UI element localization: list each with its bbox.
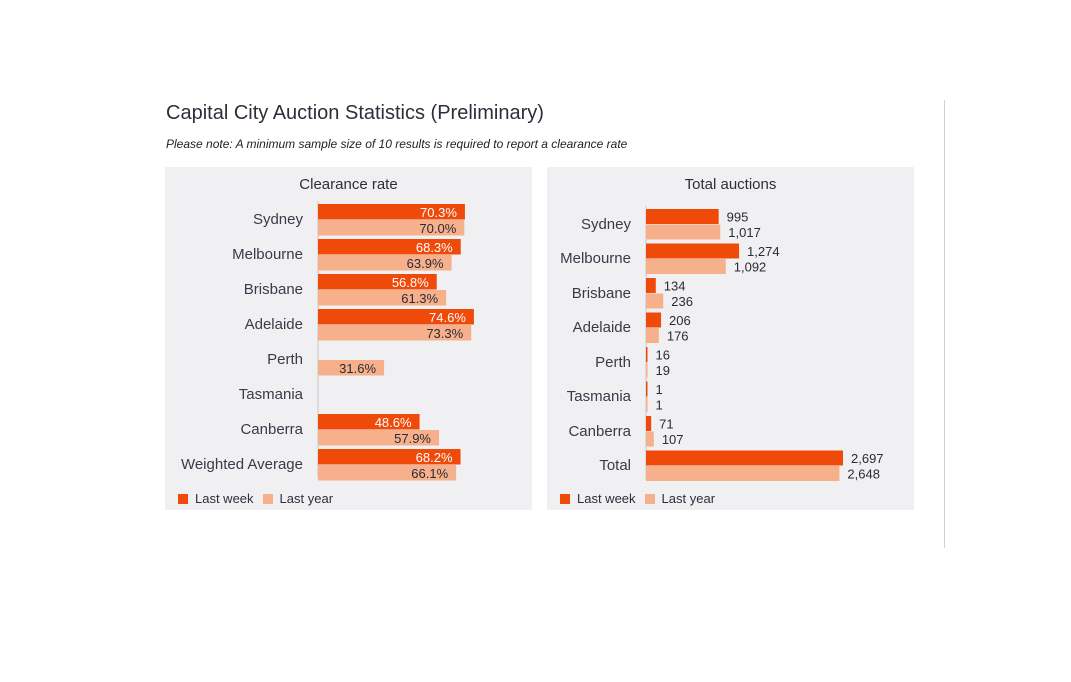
bar-last-week [318, 204, 465, 220]
category-label: Perth [595, 353, 631, 371]
bar-last-week [646, 243, 740, 259]
data-label: 57.9% [394, 431, 431, 446]
bar-last-year [318, 465, 457, 481]
category-label: Brisbane [571, 284, 631, 302]
legend-swatch-last-week [178, 493, 188, 504]
data-label: 48.6% [375, 415, 412, 430]
data-label: 61.3% [401, 291, 438, 306]
data-label: 1,274 [747, 244, 780, 259]
data-label: 63.9% [407, 256, 444, 271]
bar-last-week [646, 312, 662, 328]
chart-legend: Last week Last year [560, 491, 724, 506]
legend-label: Last week [577, 491, 636, 506]
legend-label: Last week [195, 491, 254, 506]
bar-last-year [646, 466, 840, 481]
legend-label: Last year [279, 491, 334, 506]
legend-swatch-last-year [262, 493, 273, 504]
data-label: 31.6% [339, 361, 376, 376]
bar-last-year [646, 293, 664, 309]
data-label: 107 [662, 432, 684, 447]
category-label: Brisbane [243, 281, 303, 298]
bar-last-year [318, 325, 472, 341]
bar-last-week [646, 347, 648, 362]
bar-last-week [646, 278, 656, 293]
category-label: Sydney [580, 215, 631, 233]
data-label: 1 [656, 382, 663, 397]
data-label: 1 [656, 398, 663, 413]
data-label: 995 [727, 210, 749, 225]
bar-last-year [318, 360, 385, 376]
data-label: 56.8% [392, 275, 429, 290]
chart-legend: Last week Last year [178, 491, 342, 506]
data-label: 68.2% [416, 450, 453, 465]
data-label: 73.3% [426, 326, 463, 341]
legend-swatch-last-year [644, 493, 655, 504]
clearance-rate-chart: Clearance rate 70.3% 70.0% 68.3% 63.9% 56.8%… [165, 167, 532, 510]
category-label: Canberra [568, 422, 631, 440]
bar-last-year [646, 362, 648, 378]
category-label: Melbourne [560, 250, 631, 267]
data-label: 206 [669, 313, 691, 328]
bar-last-week [646, 381, 648, 397]
legend-item-last-year: Last year [644, 491, 716, 506]
category-label: Total [599, 457, 631, 474]
legend-item-last-week: Last week [178, 491, 254, 506]
data-label: 176 [667, 329, 689, 344]
category-label: Perth [267, 351, 303, 368]
data-label: 70.0% [419, 221, 456, 236]
bar-last-year [646, 224, 721, 240]
data-label: 19 [656, 363, 670, 378]
bar-last-year [318, 220, 465, 236]
data-label: 70.3% [420, 205, 457, 220]
bar-last-year [318, 255, 452, 271]
legend-item-last-year: Last year [262, 491, 334, 506]
bar-last-week [318, 239, 461, 255]
bar-last-week [318, 274, 437, 290]
bar-last-year [646, 431, 654, 447]
data-label: 1,092 [734, 260, 767, 275]
bar-last-week [646, 450, 843, 466]
category-label: Sydney [252, 211, 303, 228]
sample-size-note: Please note: A minimum sample size of 10… [166, 137, 628, 151]
bar-last-week [318, 414, 420, 430]
legend-label: Last year [661, 491, 716, 506]
clearance-rate-plot: 70.3%70.0% 68.3%63.9% 56.8%61.3% 74.6%73.3%… [317, 201, 474, 481]
data-label: 74.6% [429, 310, 466, 325]
category-label: Tasmania [238, 386, 303, 403]
chart-title: Clearance rate [299, 176, 398, 193]
data-label: 2,648 [847, 467, 880, 482]
data-label: 66.1% [411, 466, 448, 481]
data-label: 134 [664, 279, 686, 294]
data-label: 71 [659, 417, 673, 432]
category-label: Canberra [240, 421, 303, 438]
bar-last-year [318, 430, 440, 446]
bar-last-week [646, 209, 719, 224]
chart-title: Total auctions [684, 176, 777, 193]
bar-last-week [646, 416, 652, 431]
vertical-divider [944, 100, 945, 548]
total-auctions-chart: Total auctions 995 1,017 1,274 1,092 134 236 2… [547, 167, 914, 510]
bar-last-week [318, 309, 474, 325]
bar-last-year [646, 259, 726, 274]
page-title: Capital City Auction Statistics (Prelimi… [166, 102, 544, 124]
data-label: 16 [656, 348, 670, 363]
category-label: Melbourne [232, 246, 303, 263]
bar-last-year [646, 328, 659, 343]
data-label: 236 [671, 294, 693, 309]
bar-last-year [646, 397, 648, 412]
legend-item-last-week: Last week [560, 491, 636, 506]
category-label: Weighted Average [180, 456, 303, 473]
data-label: 2,697 [851, 451, 884, 466]
bar-last-week [318, 449, 461, 465]
data-label: 68.3% [416, 240, 453, 255]
category-label: Tasmania [566, 388, 631, 405]
category-label: Adelaide [244, 316, 303, 333]
bar-last-year [318, 290, 447, 306]
legend-swatch-last-week [560, 493, 570, 504]
data-label: 1,017 [728, 225, 761, 240]
category-label: Adelaide [572, 319, 631, 336]
